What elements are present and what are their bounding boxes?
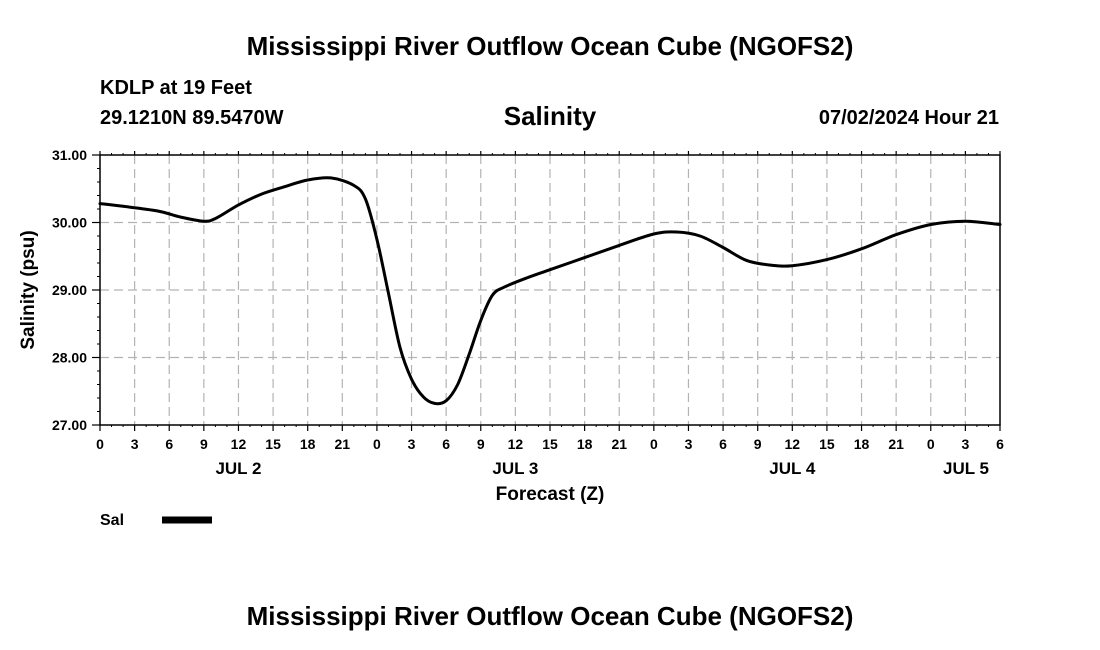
x-tick-label: 21 — [611, 436, 627, 452]
x-tick-label: 9 — [754, 436, 762, 452]
y-axis-label: Salinity (psu) — [18, 230, 39, 349]
x-tick-label: 12 — [231, 436, 247, 452]
page-title: Mississippi River Outflow Ocean Cube (NG… — [246, 31, 854, 61]
x-tick-label: 12 — [508, 436, 524, 452]
day-label: JUL 2 — [215, 459, 261, 478]
x-tick-label: 6 — [996, 436, 1004, 452]
x-tick-label: 12 — [785, 436, 801, 452]
x-tick-label: 15 — [265, 436, 281, 452]
x-tick-label: 6 — [719, 436, 727, 452]
legend-label: Sal — [100, 512, 124, 529]
x-tick-label: 3 — [131, 436, 139, 452]
x-tick-label: 0 — [650, 436, 658, 452]
footer-title: Mississippi River Outflow Ocean Cube (NG… — [246, 601, 854, 631]
x-tick-label: 18 — [854, 436, 870, 452]
x-axis-label: Forecast (Z) — [496, 484, 605, 505]
y-tick-label: 29.00 — [52, 282, 87, 298]
variable-title: Salinity — [503, 101, 597, 131]
day-label: JUL 5 — [943, 459, 989, 478]
day-label: JUL 4 — [769, 459, 816, 478]
salinity-series-line — [98, 176, 1002, 406]
x-tick-label: 0 — [927, 436, 935, 452]
x-tick-label: 0 — [373, 436, 381, 452]
x-tick-label: 9 — [477, 436, 485, 452]
y-tick-label: 31.00 — [52, 147, 87, 163]
x-tick-label: 6 — [165, 436, 173, 452]
x-tick-label: 21 — [888, 436, 904, 452]
x-tick-label: 15 — [542, 436, 558, 452]
day-label: JUL 3 — [492, 459, 538, 478]
x-tick-label: 0 — [96, 436, 104, 452]
x-tick-label: 15 — [819, 436, 835, 452]
x-tick-label: 21 — [335, 436, 351, 452]
forecast-datetime: 07/02/2024 Hour 21 — [818, 107, 999, 129]
y-tick-label: 28.00 — [52, 350, 87, 366]
x-tick-label: 3 — [961, 436, 969, 452]
x-tick-label: 18 — [300, 436, 316, 452]
station-label: KDLP at 19 Feet — [100, 77, 252, 99]
x-tick-label: 18 — [577, 436, 593, 452]
station-coordinates: 29.1210N 89.5470W — [100, 107, 284, 129]
x-tick-label: 3 — [685, 436, 693, 452]
y-tick-label: 27.00 — [52, 417, 87, 433]
x-tick-label: 3 — [408, 436, 416, 452]
x-tick-label: 6 — [442, 436, 450, 452]
x-tick-label: 9 — [200, 436, 208, 452]
y-tick-label: 30.00 — [52, 215, 87, 231]
